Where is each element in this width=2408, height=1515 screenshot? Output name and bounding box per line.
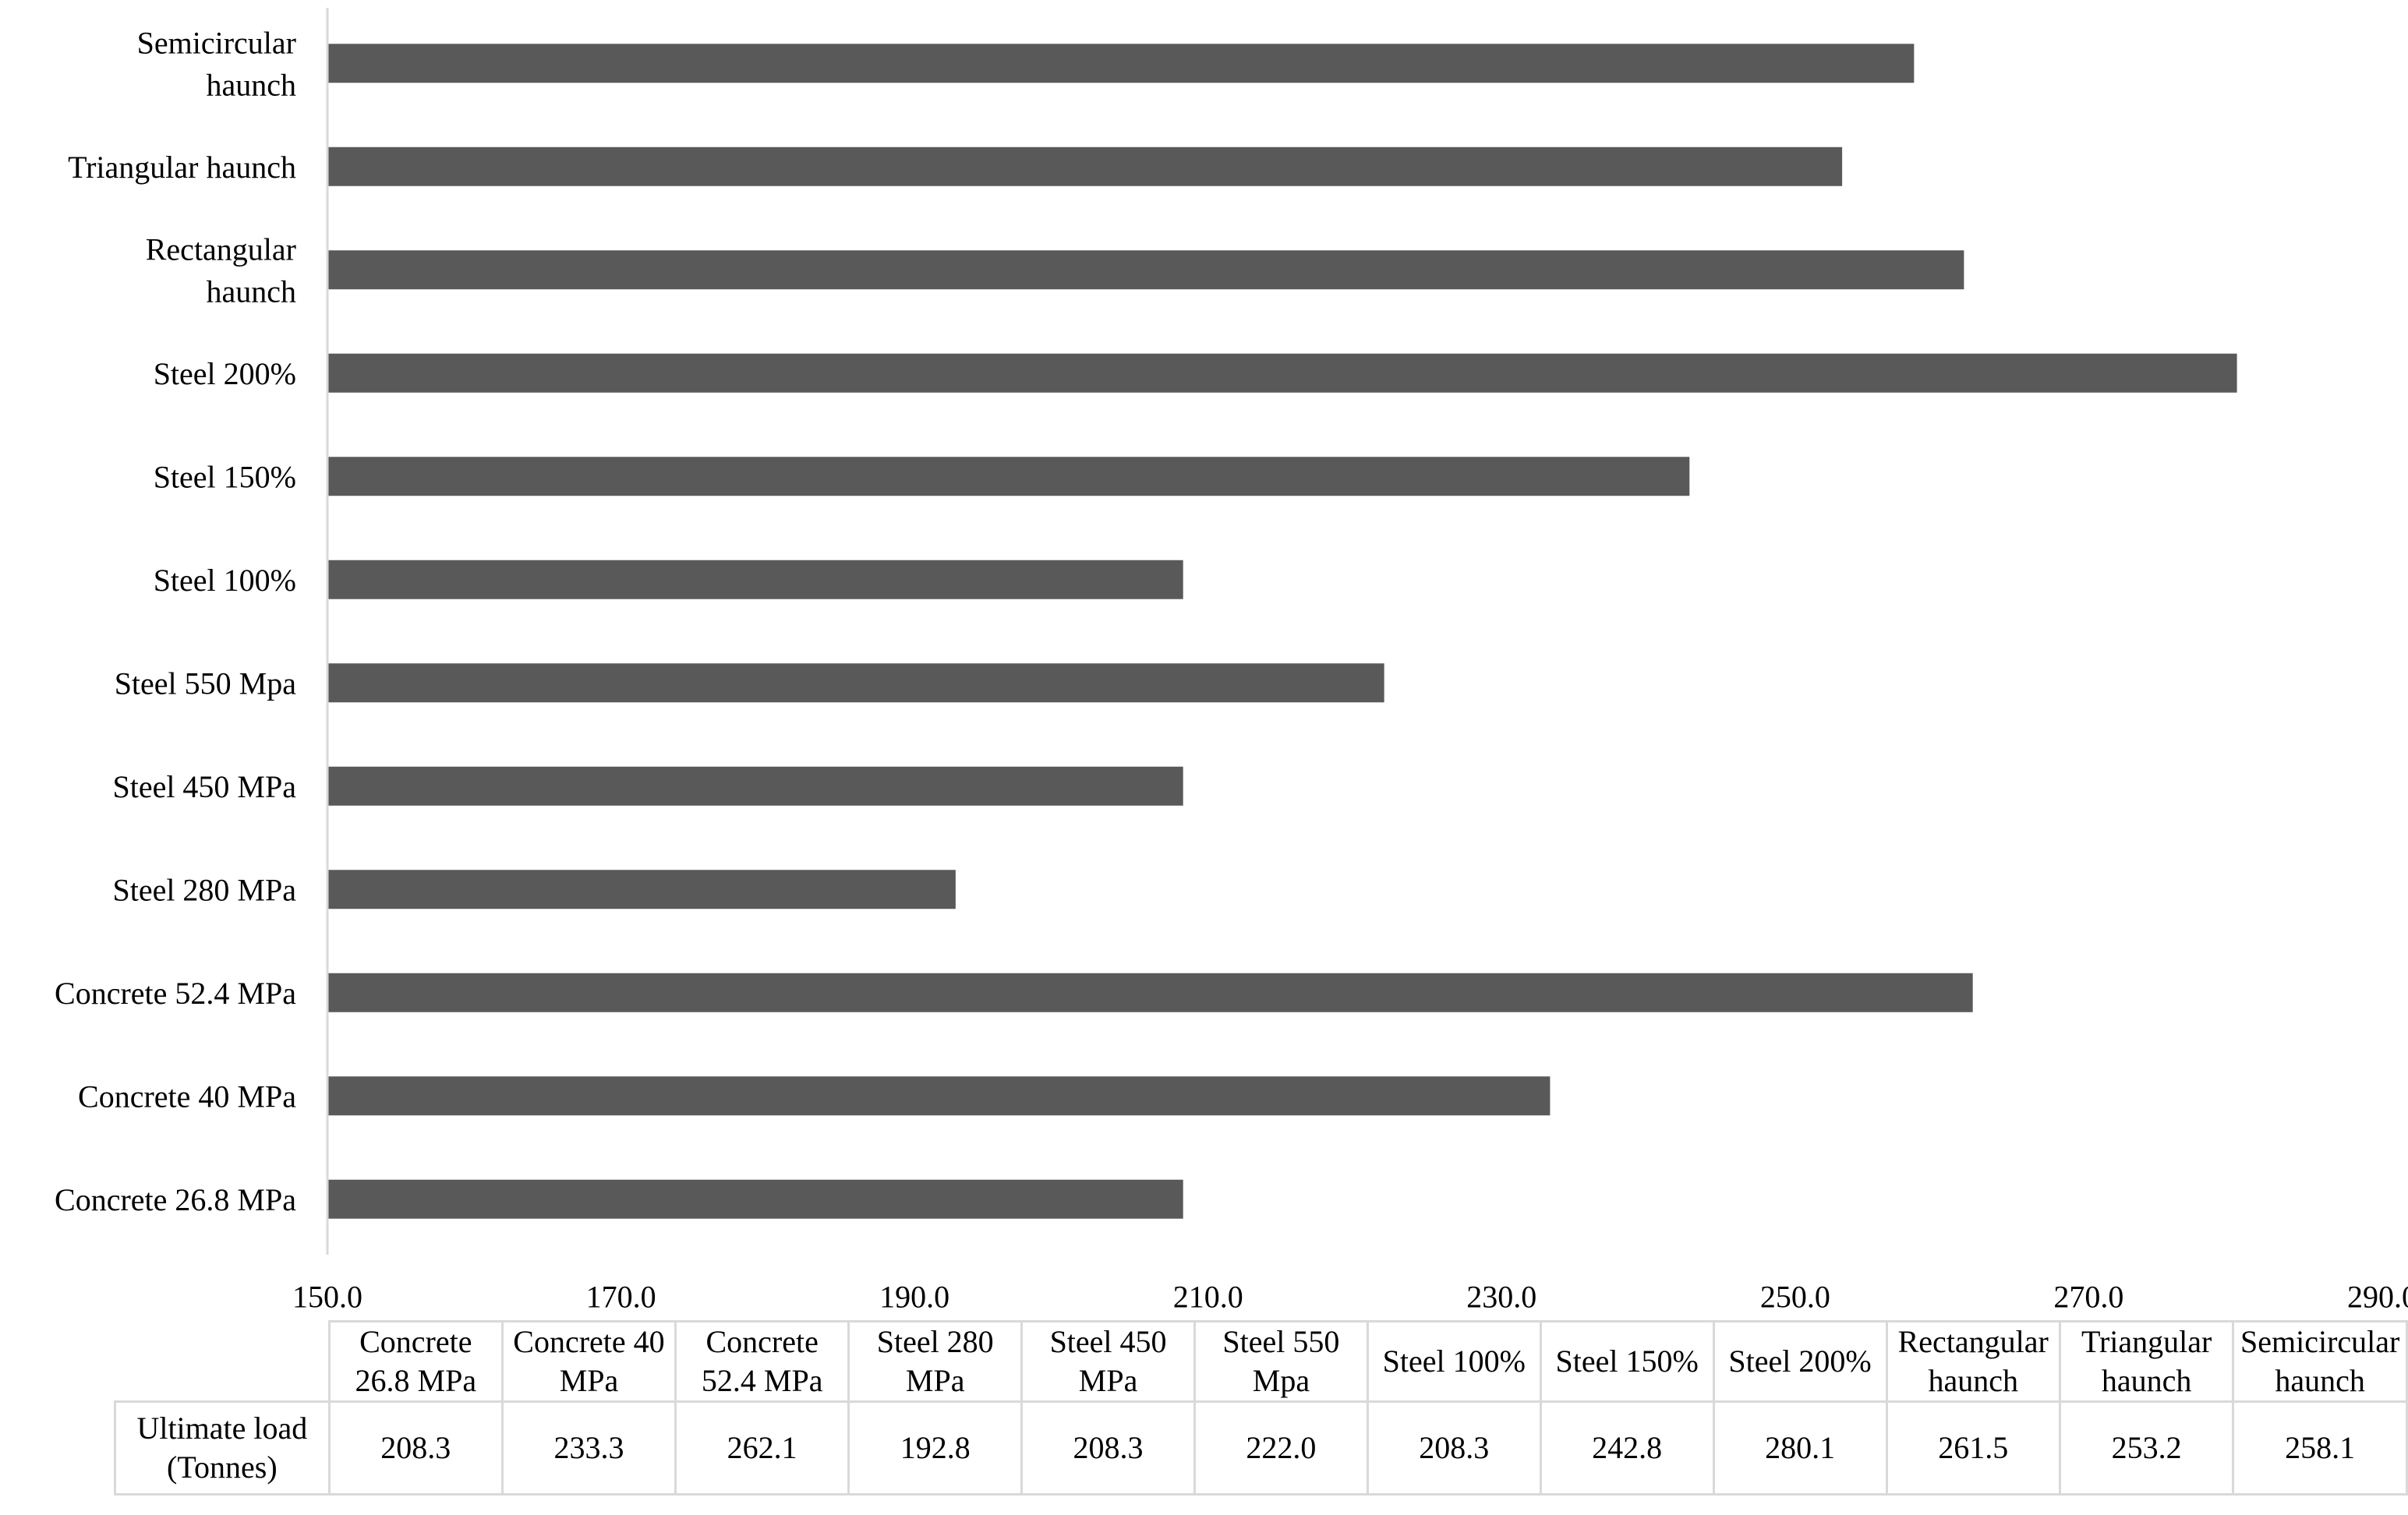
category-label: Triangular haunch	[68, 149, 296, 184]
bar	[327, 870, 956, 909]
data-table-value: 242.8	[1539, 1400, 1715, 1496]
data-table-column-header: Concrete 40 MPa	[500, 1320, 677, 1403]
bar	[327, 560, 1183, 599]
bar	[327, 766, 1183, 806]
x-tick-label: 150.0	[292, 1280, 362, 1315]
bars-group	[327, 44, 2237, 1219]
x-tick-label: 230.0	[1466, 1280, 1536, 1315]
data-table-column-header: Rectangular haunch	[1885, 1320, 2062, 1403]
x-tick-label: 290.0	[2347, 1280, 2408, 1315]
data-table-column-header: Steel 280 MPa	[847, 1320, 1024, 1403]
x-tick-label: 270.0	[2053, 1280, 2123, 1315]
data-table-column-header: Steel 200%	[1712, 1320, 1888, 1403]
data-table: Concrete 26.8 MPa Concrete 40 MPa Concrete 52…	[114, 1320, 2408, 1496]
bar	[327, 353, 2237, 393]
x-tick-label: 250.0	[1760, 1280, 1830, 1315]
data-table-series-name: Ultimate load (Tonnes)	[114, 1400, 331, 1496]
category-label: Concrete 40 MPa	[78, 1079, 296, 1114]
data-table-column-header: Steel 150%	[1539, 1320, 1715, 1403]
category-label: Rectangular haunch	[146, 231, 296, 309]
category-label: Steel 100%	[154, 562, 296, 597]
data-table-values-row: Ultimate load (Tonnes) 208.3 233.3 262.1 192.…	[114, 1400, 2408, 1496]
category-label: Steel 550 Mpa	[115, 666, 297, 701]
data-table-value: 192.8	[847, 1400, 1024, 1496]
data-table-value: 262.1	[674, 1400, 850, 1496]
data-table-corner	[115, 1321, 331, 1403]
data-table-value: 258.1	[2232, 1400, 2408, 1496]
data-table-value: 208.3	[327, 1400, 504, 1496]
x-tick-labels: 150.0 170.0 190.0 210.0 230.0 250.0 270.0 290.0	[292, 1280, 2408, 1315]
data-table-value: 208.3	[1366, 1400, 1542, 1496]
x-tick-label: 190.0	[879, 1280, 949, 1315]
data-table-column-header: Triangular haunch	[2058, 1320, 2235, 1403]
category-label: Concrete 26.8 MPa	[55, 1181, 296, 1217]
bar	[327, 250, 1964, 290]
data-table-value: 208.3	[1020, 1400, 1196, 1496]
data-table-column-header: Steel 100%	[1366, 1320, 1542, 1403]
category-label: Steel 200%	[154, 355, 296, 390]
data-table-column-header: Concrete 26.8 MPa	[327, 1320, 504, 1403]
bar	[327, 663, 1384, 703]
data-table-value: 222.0	[1193, 1400, 1369, 1496]
data-table-column-header: Concrete 52.4 MPa	[674, 1320, 850, 1403]
category-label: Steel 280 MPa	[112, 872, 296, 907]
bar	[327, 1179, 1183, 1219]
data-table-value: 280.1	[1712, 1400, 1888, 1496]
data-table-column-header: Semicircular haunch	[2232, 1320, 2408, 1403]
data-table-value: 253.2	[2058, 1400, 2235, 1496]
bar	[327, 1076, 1551, 1116]
bar	[327, 973, 1973, 1012]
data-table-column-header: Steel 550 Mpa	[1193, 1320, 1369, 1403]
category-label: Semicircular haunch	[137, 25, 296, 102]
bar	[327, 147, 1843, 186]
bar	[327, 44, 1915, 83]
bar	[327, 457, 1690, 496]
data-table-value: 233.3	[500, 1400, 677, 1496]
x-tick-label: 170.0	[586, 1280, 656, 1315]
category-labels: Concrete 26.8 MPa Concrete 40 MPa Concrete…	[55, 25, 296, 1217]
data-table-header-row: Concrete 26.8 MPa Concrete 40 MPa Concrete 52…	[115, 1320, 2408, 1403]
category-label: Concrete 52.4 MPa	[55, 975, 296, 1010]
category-label: Steel 450 MPa	[112, 768, 296, 803]
data-table-column-header: Steel 450 MPa	[1020, 1320, 1196, 1403]
x-tick-label: 210.0	[1173, 1280, 1243, 1315]
category-label: Steel 150%	[154, 459, 296, 494]
data-table-value: 261.5	[1885, 1400, 2062, 1496]
